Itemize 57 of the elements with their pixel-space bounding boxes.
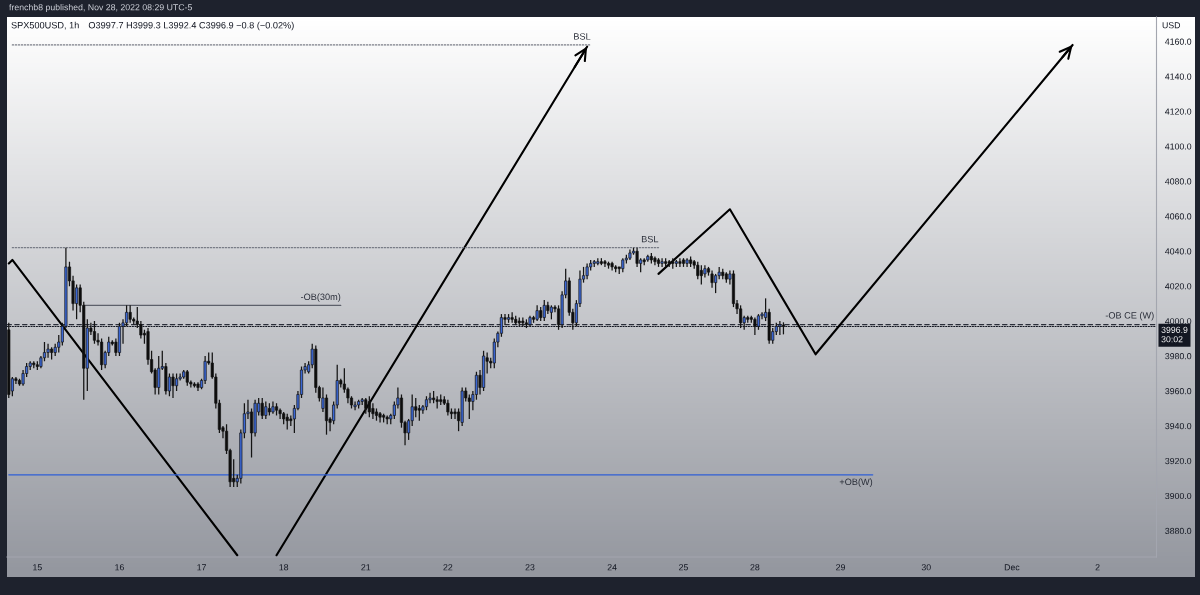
y-tick-label: 4100.0 bbox=[1165, 143, 1192, 150]
x-tick-label: 24 bbox=[607, 564, 617, 571]
ref-line-label: 3996.9 30:02 bbox=[1161, 326, 1188, 343]
y-tick-label: 4160.0 bbox=[1165, 38, 1192, 45]
y-tick-label: 3900.0 bbox=[1165, 492, 1192, 500]
series-label: BSL bbox=[641, 235, 659, 243]
candlestick bbox=[414, 397, 418, 418]
x-tick-label: 21 bbox=[361, 564, 371, 571]
y-tick-label: 3920.0 bbox=[1165, 457, 1192, 465]
candlestick bbox=[453, 407, 457, 420]
candlestick bbox=[699, 264, 703, 286]
chart-subtitle: O3997.7 H3999.3 L3992.4 C3996.9 −0.8 (−0.02%) bbox=[88, 21, 294, 31]
x-tick-label: 15 bbox=[33, 564, 42, 571]
series-label: +OB(W) bbox=[839, 478, 873, 487]
series-label: BSL bbox=[574, 33, 591, 40]
candlestick bbox=[778, 320, 782, 336]
candlestick bbox=[157, 355, 161, 396]
series-label: -OB(30m) bbox=[300, 293, 341, 302]
x-tick-label: 29 bbox=[836, 564, 846, 571]
y-tick-label: 3880.0 bbox=[1165, 527, 1192, 535]
text: frenchb8 published, Nov 28, 2022 08:29 UTC-5 bbox=[9, 3, 193, 13]
y-tick-label: 4120.0 bbox=[1165, 108, 1192, 115]
candlestick bbox=[635, 247, 639, 268]
x-tick-label: 25 bbox=[679, 564, 688, 571]
y-tick-label: 4060.0 bbox=[1165, 213, 1192, 220]
y-tick-label: 3960.0 bbox=[1165, 388, 1192, 395]
candlestick bbox=[353, 400, 357, 411]
candlestick bbox=[92, 320, 96, 345]
y-axis-title: USD bbox=[1162, 22, 1181, 29]
ref-line-label: -OB CE (W) bbox=[1105, 311, 1154, 321]
y-tick-label: 4080.0 bbox=[1165, 178, 1192, 185]
y-tick-label: 4020.0 bbox=[1165, 283, 1192, 290]
y-tick-label: 4000.0 bbox=[1165, 318, 1192, 325]
candlestick bbox=[278, 407, 282, 420]
x-tick-label: 2 bbox=[1095, 564, 1100, 571]
candlestick bbox=[678, 257, 682, 268]
y-tick-label: 3980.0 bbox=[1165, 353, 1192, 360]
x-tick-label: 30 bbox=[921, 564, 931, 571]
candlestick bbox=[510, 311, 514, 324]
candlestick bbox=[203, 355, 207, 385]
x-tick-label: 16 bbox=[115, 564, 124, 571]
y-tick-label: 3940.0 bbox=[1165, 422, 1192, 430]
x-tick-label: 22 bbox=[443, 564, 453, 571]
x-tick-label: 17 bbox=[197, 564, 206, 571]
candlestick bbox=[660, 257, 664, 268]
x-tick-label: 18 bbox=[279, 564, 289, 571]
x-tick-label: 23 bbox=[525, 564, 535, 571]
x-tick-label: 28 bbox=[750, 564, 760, 571]
chart-title: SPX500USD, 1h bbox=[11, 21, 79, 30]
candlestick bbox=[171, 372, 175, 399]
x-tick-label: Dec bbox=[1004, 564, 1020, 571]
y-tick-label: 4040.0 bbox=[1165, 248, 1192, 255]
y-tick-label: 4140.0 bbox=[1165, 73, 1192, 80]
candlestick bbox=[75, 283, 79, 320]
candlestick bbox=[653, 255, 657, 266]
candlestick bbox=[46, 343, 50, 359]
candlestick bbox=[714, 273, 718, 294]
